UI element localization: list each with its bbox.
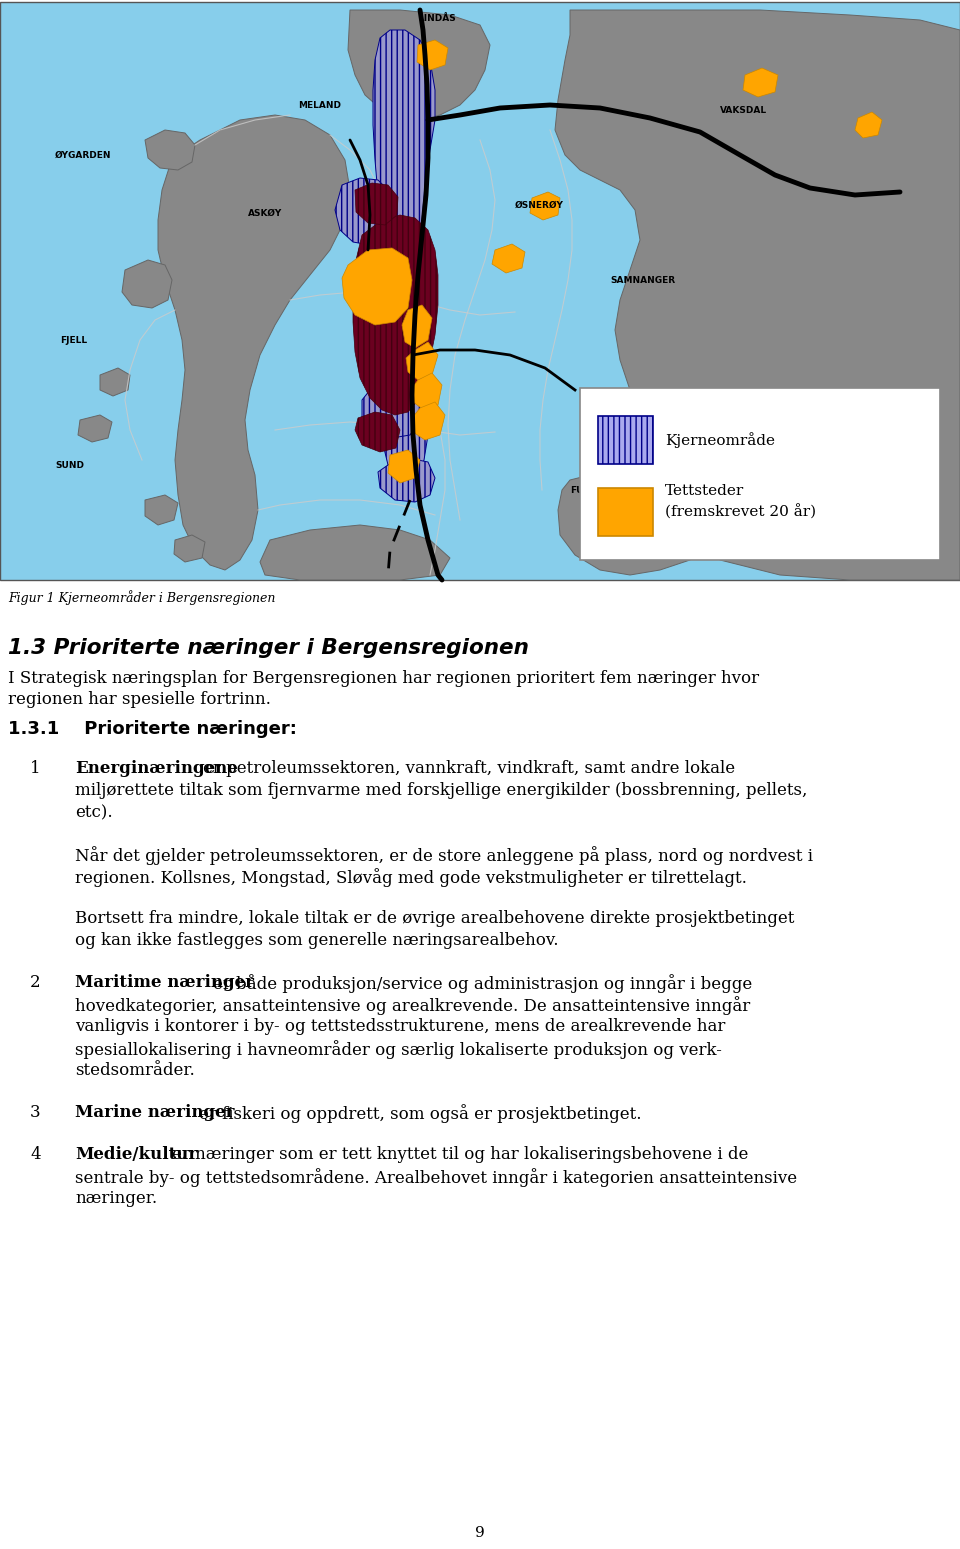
Text: Tettsteder
(fremskrevet 20 år): Tettsteder (fremskrevet 20 år) (665, 485, 816, 519)
Text: regionen har spesielle fortrinn.: regionen har spesielle fortrinn. (8, 691, 271, 708)
Polygon shape (78, 415, 112, 441)
Polygon shape (100, 369, 130, 397)
Text: sentrale by- og tettstedsområdene. Arealbehovet inngår i kategorien ansatteinten: sentrale by- og tettstedsområdene. Areal… (75, 1168, 797, 1187)
Text: FUSA: FUSA (570, 485, 597, 494)
Text: SUND: SUND (55, 460, 84, 469)
Text: Marine næringer: Marine næringer (75, 1104, 234, 1121)
Text: 1.3 Prioriterte næringer i Bergensregionen: 1.3 Prioriterte næringer i Bergensregion… (8, 638, 529, 658)
Text: Maritime næringer: Maritime næringer (75, 974, 254, 991)
Text: SAMNANGER: SAMNANGER (610, 276, 675, 285)
Text: miljørettete tiltak som fjernvarme med forskjellige energikilder (bossbrenning, : miljørettete tiltak som fjernvarme med f… (75, 782, 807, 799)
Polygon shape (530, 192, 560, 220)
Polygon shape (260, 525, 450, 579)
Polygon shape (412, 373, 442, 410)
Text: hovedkategorier, ansatteintensive og arealkrevende. De ansatteintensive inngår: hovedkategorier, ansatteintensive og are… (75, 996, 751, 1015)
FancyBboxPatch shape (0, 2, 960, 579)
Text: 1: 1 (30, 761, 40, 778)
Polygon shape (348, 9, 490, 119)
Text: er næringer som er tett knyttet til og har lokaliseringsbehovene i de: er næringer som er tett knyttet til og h… (172, 1146, 749, 1163)
Polygon shape (174, 534, 205, 562)
Text: Når det gjelder petroleumssektoren, er de store anleggene på plass, nord og nord: Når det gjelder petroleumssektoren, er d… (75, 846, 813, 864)
Polygon shape (145, 496, 178, 525)
Text: Figur 1 Kjerneområder i Bergensregionen: Figur 1 Kjerneområder i Bergensregionen (8, 590, 276, 604)
Polygon shape (492, 245, 525, 273)
Text: 2: 2 (30, 974, 40, 991)
Polygon shape (145, 130, 195, 170)
Text: Energinæringene: Energinæringene (75, 761, 238, 778)
Text: Kjerneområde: Kjerneområde (665, 432, 775, 448)
FancyBboxPatch shape (598, 417, 653, 465)
Polygon shape (335, 178, 392, 245)
Text: er både produksjon/service og administrasjon og inngår i begge: er både produksjon/service og administra… (213, 974, 753, 993)
Text: MELAND: MELAND (298, 101, 341, 110)
Text: stedsområder.: stedsområder. (75, 1063, 195, 1080)
Polygon shape (402, 305, 432, 349)
Text: ASKØY: ASKØY (248, 209, 282, 217)
Polygon shape (406, 342, 438, 380)
Polygon shape (355, 183, 398, 225)
Polygon shape (412, 403, 445, 440)
Text: 3: 3 (30, 1104, 40, 1121)
Text: 9: 9 (475, 1526, 485, 1540)
Polygon shape (373, 29, 435, 489)
Polygon shape (122, 260, 172, 308)
Polygon shape (558, 465, 720, 575)
Polygon shape (555, 9, 960, 579)
Text: 1.3.1    Prioriterte næringer:: 1.3.1 Prioriterte næringer: (8, 720, 297, 737)
Polygon shape (743, 68, 778, 98)
Text: og kan ikke fastlegges som generelle næringsarealbehov.: og kan ikke fastlegges som generelle nær… (75, 932, 559, 950)
Polygon shape (342, 248, 412, 325)
Text: regionen. Kollsnes, Mongstad, Sløvåg med gode vekstmuligheter er tilrettelagt.: regionen. Kollsnes, Mongstad, Sløvåg med… (75, 867, 747, 888)
Text: LINDÅS: LINDÅS (418, 14, 456, 23)
Polygon shape (378, 459, 435, 502)
FancyBboxPatch shape (580, 387, 940, 561)
Text: er petroleumssektoren, vannkraft, vindkraft, samt andre lokale: er petroleumssektoren, vannkraft, vindkr… (203, 761, 735, 778)
Text: næringer.: næringer. (75, 1190, 157, 1207)
Polygon shape (353, 215, 438, 415)
Text: ØSNERØY: ØSNERØY (515, 200, 564, 209)
Polygon shape (355, 412, 400, 452)
Polygon shape (855, 112, 882, 138)
Polygon shape (158, 115, 350, 570)
Polygon shape (362, 383, 422, 438)
Text: I Strategisk næringsplan for Bergensregionen har regionen prioritert fem næringe: I Strategisk næringsplan for Bergensregi… (8, 671, 759, 688)
Text: spesiallokalisering i havneområder og særlig lokaliserte produksjon og verk-: spesiallokalisering i havneområder og sæ… (75, 1039, 722, 1060)
Text: Medie/kultur: Medie/kultur (75, 1146, 197, 1163)
Text: VAKSDAL: VAKSDAL (720, 105, 767, 115)
Text: etc).: etc). (75, 804, 112, 821)
Text: FJELL: FJELL (60, 336, 87, 344)
Polygon shape (388, 451, 420, 483)
Polygon shape (417, 40, 448, 70)
Text: Bortsett fra mindre, lokale tiltak er de øvrige arealbehovene direkte prosjektbe: Bortsett fra mindre, lokale tiltak er de… (75, 909, 794, 926)
Text: er fiskeri og oppdrett, som også er prosjektbetinget.: er fiskeri og oppdrett, som også er pros… (199, 1104, 641, 1123)
Text: ØYGARDEN: ØYGARDEN (55, 150, 111, 160)
Text: 4: 4 (30, 1146, 40, 1163)
FancyBboxPatch shape (598, 488, 653, 536)
Text: vanligvis i kontorer i by- og tettstedsstrukturene, mens de arealkrevende har: vanligvis i kontorer i by- og tettstedss… (75, 1018, 726, 1035)
